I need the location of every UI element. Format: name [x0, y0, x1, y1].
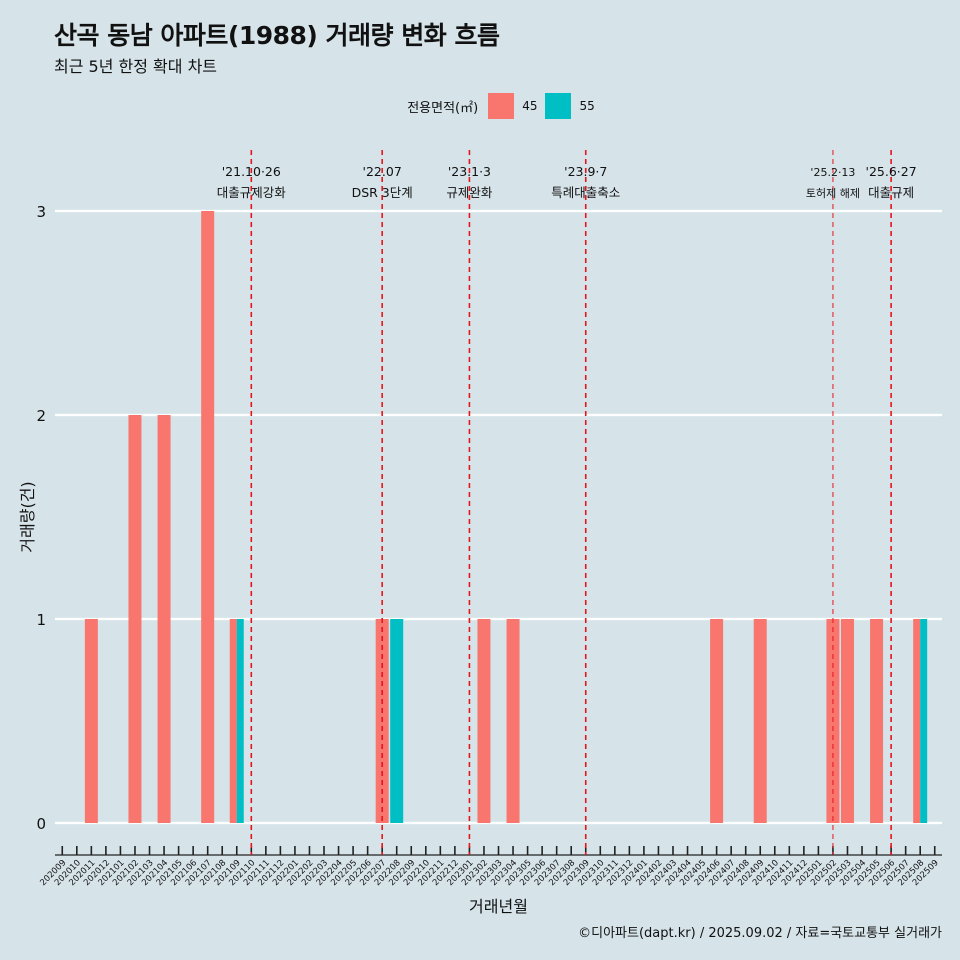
chart-caption: ©디아파트(dapt.kr) / 2025.09.02 / 자료=국토교통부 실… — [578, 926, 942, 941]
x-axis-title: 거래년월 — [469, 897, 528, 916]
annotation-date-202301: '23.1·3 — [448, 164, 491, 179]
legend-label-45: 45 — [522, 99, 538, 113]
annotation-text-202301: 규제완화 — [446, 185, 493, 200]
legend-title: 전용면적(㎡) — [407, 100, 479, 116]
y-tick-label-3: 3 — [36, 203, 46, 221]
bar-45-202304 — [506, 619, 520, 823]
legend-label-55: 55 — [579, 99, 595, 113]
annotation-date-202502: '25.2·13 — [810, 166, 855, 179]
y-tick-label-2: 2 — [36, 407, 46, 425]
legend-item-45: 45 — [488, 93, 537, 119]
bar-45-202505 — [870, 619, 884, 823]
annotation-text-202502: 토허제 해제 — [806, 186, 860, 200]
legend-swatch-45 — [488, 93, 515, 119]
annotation-date-202506: '25.6·27 — [866, 164, 917, 179]
annotation-text-202207: DSR 3단계 — [352, 185, 413, 200]
bar-45-202102 — [128, 415, 142, 823]
bar-45-202503 — [840, 619, 854, 823]
bar-55-202508 — [920, 619, 928, 823]
y-tick-label-0: 0 — [36, 815, 46, 833]
y-tick-label-1: 1 — [36, 611, 46, 629]
bar-45-202508 — [913, 619, 921, 823]
chart-subtitle: 최근 5년 한정 확대 차트 — [54, 57, 218, 76]
annotation-text-202506: 대출규제 — [868, 185, 914, 200]
bar-55-202208 — [390, 619, 404, 823]
annotation-text-202110: 대출규제강화 — [217, 185, 287, 200]
bar-45-202302 — [477, 619, 491, 823]
annotation-date-202110: '21.10·26 — [222, 164, 281, 179]
legend-item-55: 55 — [545, 93, 595, 119]
legend: 전용면적(㎡) 45 55 — [0, 93, 960, 119]
bar-55-202109 — [236, 619, 244, 823]
y-axis-title: 거래량(건) — [18, 481, 37, 552]
chart-title: 산곡 동남 아파트(1988) 거래량 변화 흐름 — [54, 21, 500, 50]
legend-swatch-55 — [545, 93, 572, 119]
annotation-date-202309: '23.9·7 — [564, 164, 607, 179]
annotation-text-202309: 특례대출축소 — [551, 185, 620, 200]
bar-45-202104 — [157, 415, 171, 823]
bar-45-202109 — [229, 619, 237, 823]
bar-45-202107 — [201, 211, 215, 823]
annotation-date-202207: '22.07 — [363, 164, 402, 179]
bar-45-202409 — [753, 619, 767, 823]
bar-45-202011 — [84, 619, 98, 823]
bar-45-202406 — [710, 619, 724, 823]
